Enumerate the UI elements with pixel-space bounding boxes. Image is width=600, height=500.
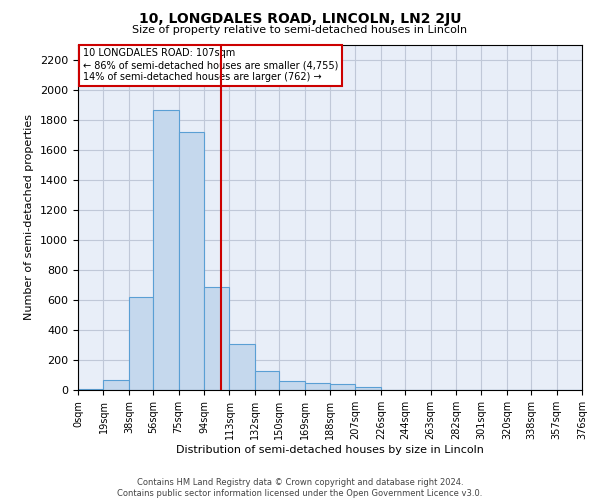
Bar <box>355 387 381 390</box>
Bar <box>129 297 153 390</box>
Text: 10 LONGDALES ROAD: 107sqm
← 86% of semi-detached houses are smaller (4,755)
14% : 10 LONGDALES ROAD: 107sqm ← 86% of semi-… <box>83 48 338 82</box>
Y-axis label: Number of semi-detached properties: Number of semi-detached properties <box>25 114 34 320</box>
Text: Size of property relative to semi-detached houses in Lincoln: Size of property relative to semi-detach… <box>133 25 467 35</box>
Text: Contains HM Land Registry data © Crown copyright and database right 2024.
Contai: Contains HM Land Registry data © Crown c… <box>118 478 482 498</box>
Bar <box>179 132 204 390</box>
Bar <box>103 380 129 390</box>
X-axis label: Distribution of semi-detached houses by size in Lincoln: Distribution of semi-detached houses by … <box>176 444 484 454</box>
Bar <box>255 370 279 390</box>
Bar <box>229 344 255 390</box>
Bar <box>153 110 179 390</box>
Bar <box>279 381 305 390</box>
Text: 10, LONGDALES ROAD, LINCOLN, LN2 2JU: 10, LONGDALES ROAD, LINCOLN, LN2 2JU <box>139 12 461 26</box>
Bar <box>305 382 330 390</box>
Bar <box>330 384 355 390</box>
Bar <box>204 286 229 390</box>
Bar <box>78 389 103 390</box>
